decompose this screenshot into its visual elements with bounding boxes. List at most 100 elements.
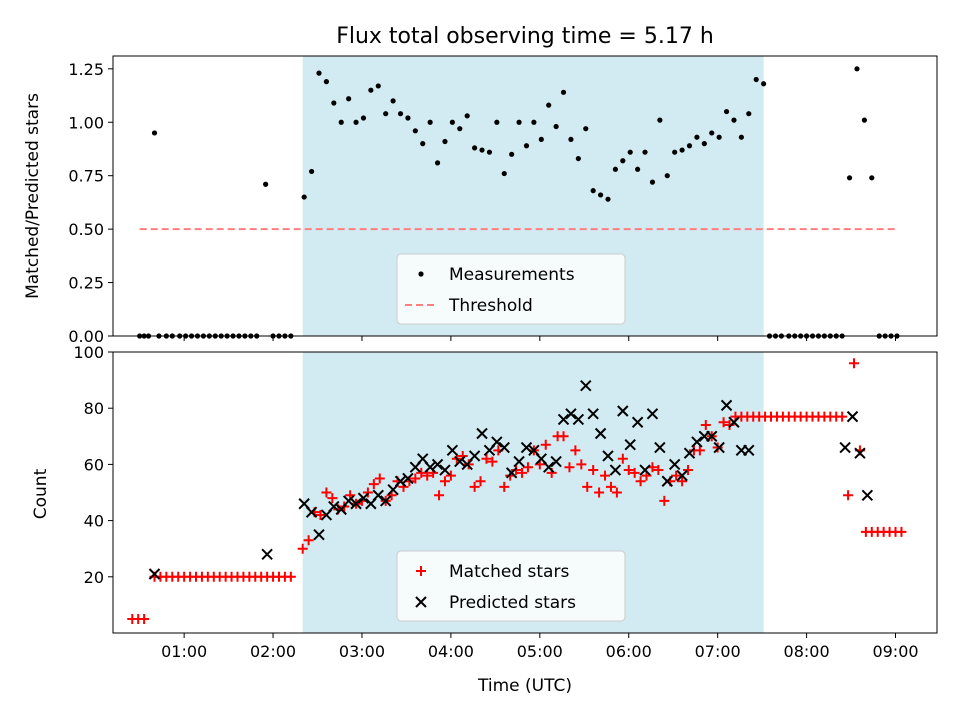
measurement-point [346,96,352,102]
matched-star-point [303,535,314,546]
predicted-star-point [305,506,318,518]
predicted-star-point [557,413,570,426]
predicted-star-point [676,469,688,482]
measurement-point [442,138,448,145]
predicted-star-point [646,408,659,420]
measurement-point [738,134,744,140]
measurement-point [464,113,470,119]
measurement-point [434,160,441,166]
predicted-star-point [668,458,681,471]
matched-star-point [718,417,729,428]
predicted-star-point [394,475,407,487]
measurement-point [397,111,404,117]
matched-star-point [285,571,296,582]
predicted-star-point [439,464,451,476]
y-tick-label: 0.75 [68,167,104,186]
measurement-point [390,98,396,104]
measurement-point [301,194,307,200]
measurement-point [546,102,552,108]
matched-star-point [677,476,688,487]
measurement-point [583,126,589,132]
matched-star-point [297,543,308,554]
measurement-point [605,196,611,202]
x-tick-label: 01:00 [161,642,207,661]
predicted-star-point [624,439,636,451]
legend-marker-measurements [418,271,424,277]
matched-star-point [434,490,445,501]
predicted-star-point [454,455,466,468]
measurement-point [368,87,374,93]
measurement-point [746,111,752,117]
predicted-star-point [743,444,755,457]
y-tick-label: 1.25 [68,60,104,79]
predicted-star-point [313,528,325,541]
predicted-star-point [498,441,510,454]
legend-label: Matched stars [449,562,569,582]
predicted-star-point [468,450,481,462]
measurement-point [523,143,530,149]
predicted-star-point [342,495,355,507]
predicted-star-point [372,489,384,502]
predicted-star-point [350,498,362,510]
predicted-star-point [617,405,629,417]
predicted-star-point [854,447,866,459]
predicted-star-point [402,472,414,485]
measurement-point [151,130,158,136]
matched-star-point [540,439,551,450]
predicted-star-point [580,380,592,392]
matched-star-point [511,465,522,476]
measurement-point [531,119,537,125]
predicted-star-point [861,489,874,502]
measurement-point [516,119,522,125]
measurement-point [664,173,670,179]
matched-star-point [576,459,587,470]
matched-star-point [724,420,735,431]
y-tick-label: 40 [84,512,104,531]
x-tick-label: 04:00 [428,642,474,661]
matched-star-point [582,481,593,492]
matched-star-point [635,476,646,487]
predicted-star-point [550,455,562,468]
measurement-point [846,175,853,181]
matched-star-point [517,467,528,478]
measurement-point [353,119,359,125]
matched-star-point [422,470,433,481]
matched-star-point [623,465,634,476]
y-tick-label: 100 [73,343,104,362]
x-tick-label: 08:00 [784,642,830,661]
measurement-point [263,181,269,187]
measurement-point [672,149,678,155]
measurement-point [686,143,693,149]
measurement-point [420,141,426,147]
measurement-point [612,166,619,172]
legend-box [396,550,626,622]
measurement-point [854,66,860,72]
measurement-point [479,147,485,153]
measurement-point [701,141,707,147]
bottom-y-axis-label: Count [31,468,51,519]
matched-star-point [410,473,421,484]
predicted-star-point [728,416,740,428]
predicted-star-point [424,461,436,473]
matched-star-point [570,445,581,456]
matched-star-point [475,476,486,487]
predicted-star-point [846,410,859,423]
predicted-star-point [587,408,599,420]
predicted-star-point [691,436,703,448]
matched-star-point [487,456,498,467]
matched-star-point [481,453,492,464]
matched-star-point [469,481,480,492]
measurement-point [575,155,581,162]
measurement-point [761,81,767,87]
legend-box [396,253,626,325]
matched-star-point [837,411,848,422]
predicted-star-point [513,455,525,468]
x-tick-label: 06:00 [606,642,652,661]
matched-star-point [594,487,605,498]
predicted-star-point [720,399,733,412]
measurement-point [412,128,418,134]
measurement-point [560,89,567,95]
matched-star-point [611,487,622,498]
predicted-star-point [654,441,666,454]
matched-star-point [683,465,694,476]
